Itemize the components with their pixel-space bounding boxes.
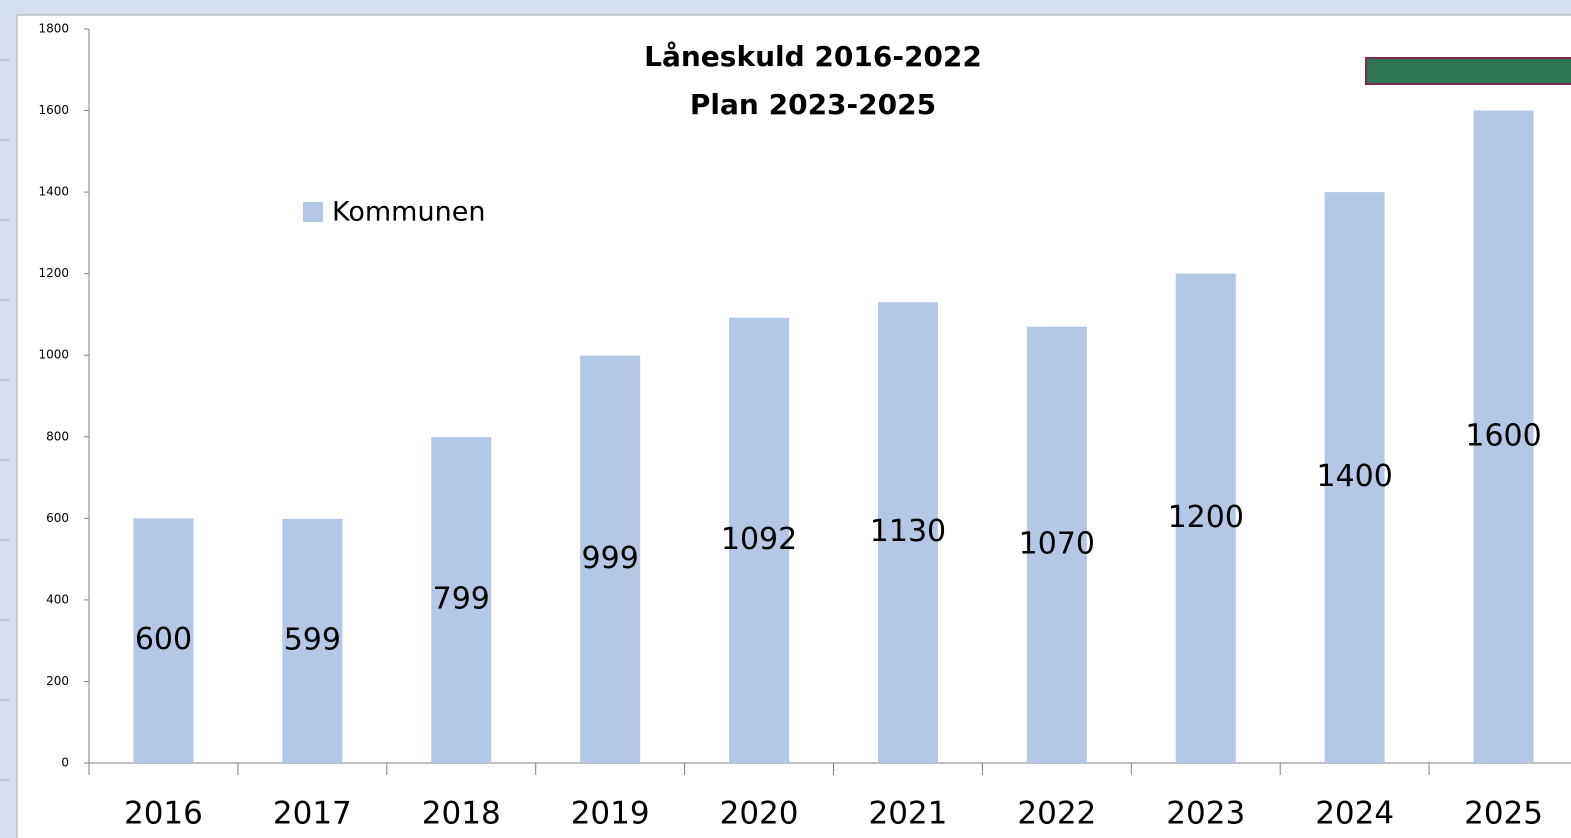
chart-area xyxy=(16,14,1571,838)
bar xyxy=(1026,326,1087,763)
x-tick-label: 2022 xyxy=(1017,796,1096,832)
bar xyxy=(729,317,790,763)
bar xyxy=(133,518,194,763)
x-tick-label: 2017 xyxy=(273,796,352,832)
bar xyxy=(580,355,641,763)
bar xyxy=(282,518,343,763)
data-label: 1070 xyxy=(1019,526,1095,561)
sheet-ticks xyxy=(0,59,10,781)
data-label: 999 xyxy=(582,541,639,576)
bar xyxy=(1175,273,1236,763)
x-tick-label: 2018 xyxy=(422,796,501,832)
y-tick-label: 1200 xyxy=(38,266,69,280)
data-label: 600 xyxy=(135,622,192,657)
y-tick-label: 1800 xyxy=(38,22,69,36)
legend-swatch xyxy=(303,202,323,222)
y-tick-label: 600 xyxy=(46,511,69,525)
chart-title: Låneskuld 2016-2022 xyxy=(644,40,982,73)
x-tick-label: 2021 xyxy=(868,796,947,832)
data-label: 599 xyxy=(284,622,341,657)
x-tick-label: 2023 xyxy=(1166,796,1245,832)
y-tick-label: 0 xyxy=(61,756,69,770)
x-tick-label: 2025 xyxy=(1464,796,1543,832)
x-tick-label: 2019 xyxy=(571,796,650,832)
y-tick-label: 1000 xyxy=(38,348,69,362)
x-tick-label: 2024 xyxy=(1315,796,1394,832)
x-tick-label: 2016 xyxy=(124,796,203,832)
data-label: 1130 xyxy=(870,514,946,549)
y-tick-label: 200 xyxy=(46,674,69,688)
data-label: 799 xyxy=(433,582,490,617)
data-label: 1092 xyxy=(721,522,797,557)
y-tick-label: 1600 xyxy=(38,103,69,117)
data-label: 1200 xyxy=(1168,500,1244,535)
bar xyxy=(431,437,492,763)
y-tick-label: 1400 xyxy=(38,185,69,199)
data-label: 1400 xyxy=(1316,459,1392,494)
legend-label: Kommunen xyxy=(332,197,485,228)
chart-subtitle: Plan 2023-2025 xyxy=(690,88,936,121)
bar xyxy=(1324,192,1385,764)
y-tick-label: 400 xyxy=(46,592,69,606)
bar xyxy=(1473,110,1534,764)
bar xyxy=(877,302,938,763)
shape xyxy=(1365,57,1571,85)
data-label: 1600 xyxy=(1465,418,1541,453)
y-tick-label: 800 xyxy=(46,429,69,443)
x-tick-label: 2020 xyxy=(720,796,799,832)
